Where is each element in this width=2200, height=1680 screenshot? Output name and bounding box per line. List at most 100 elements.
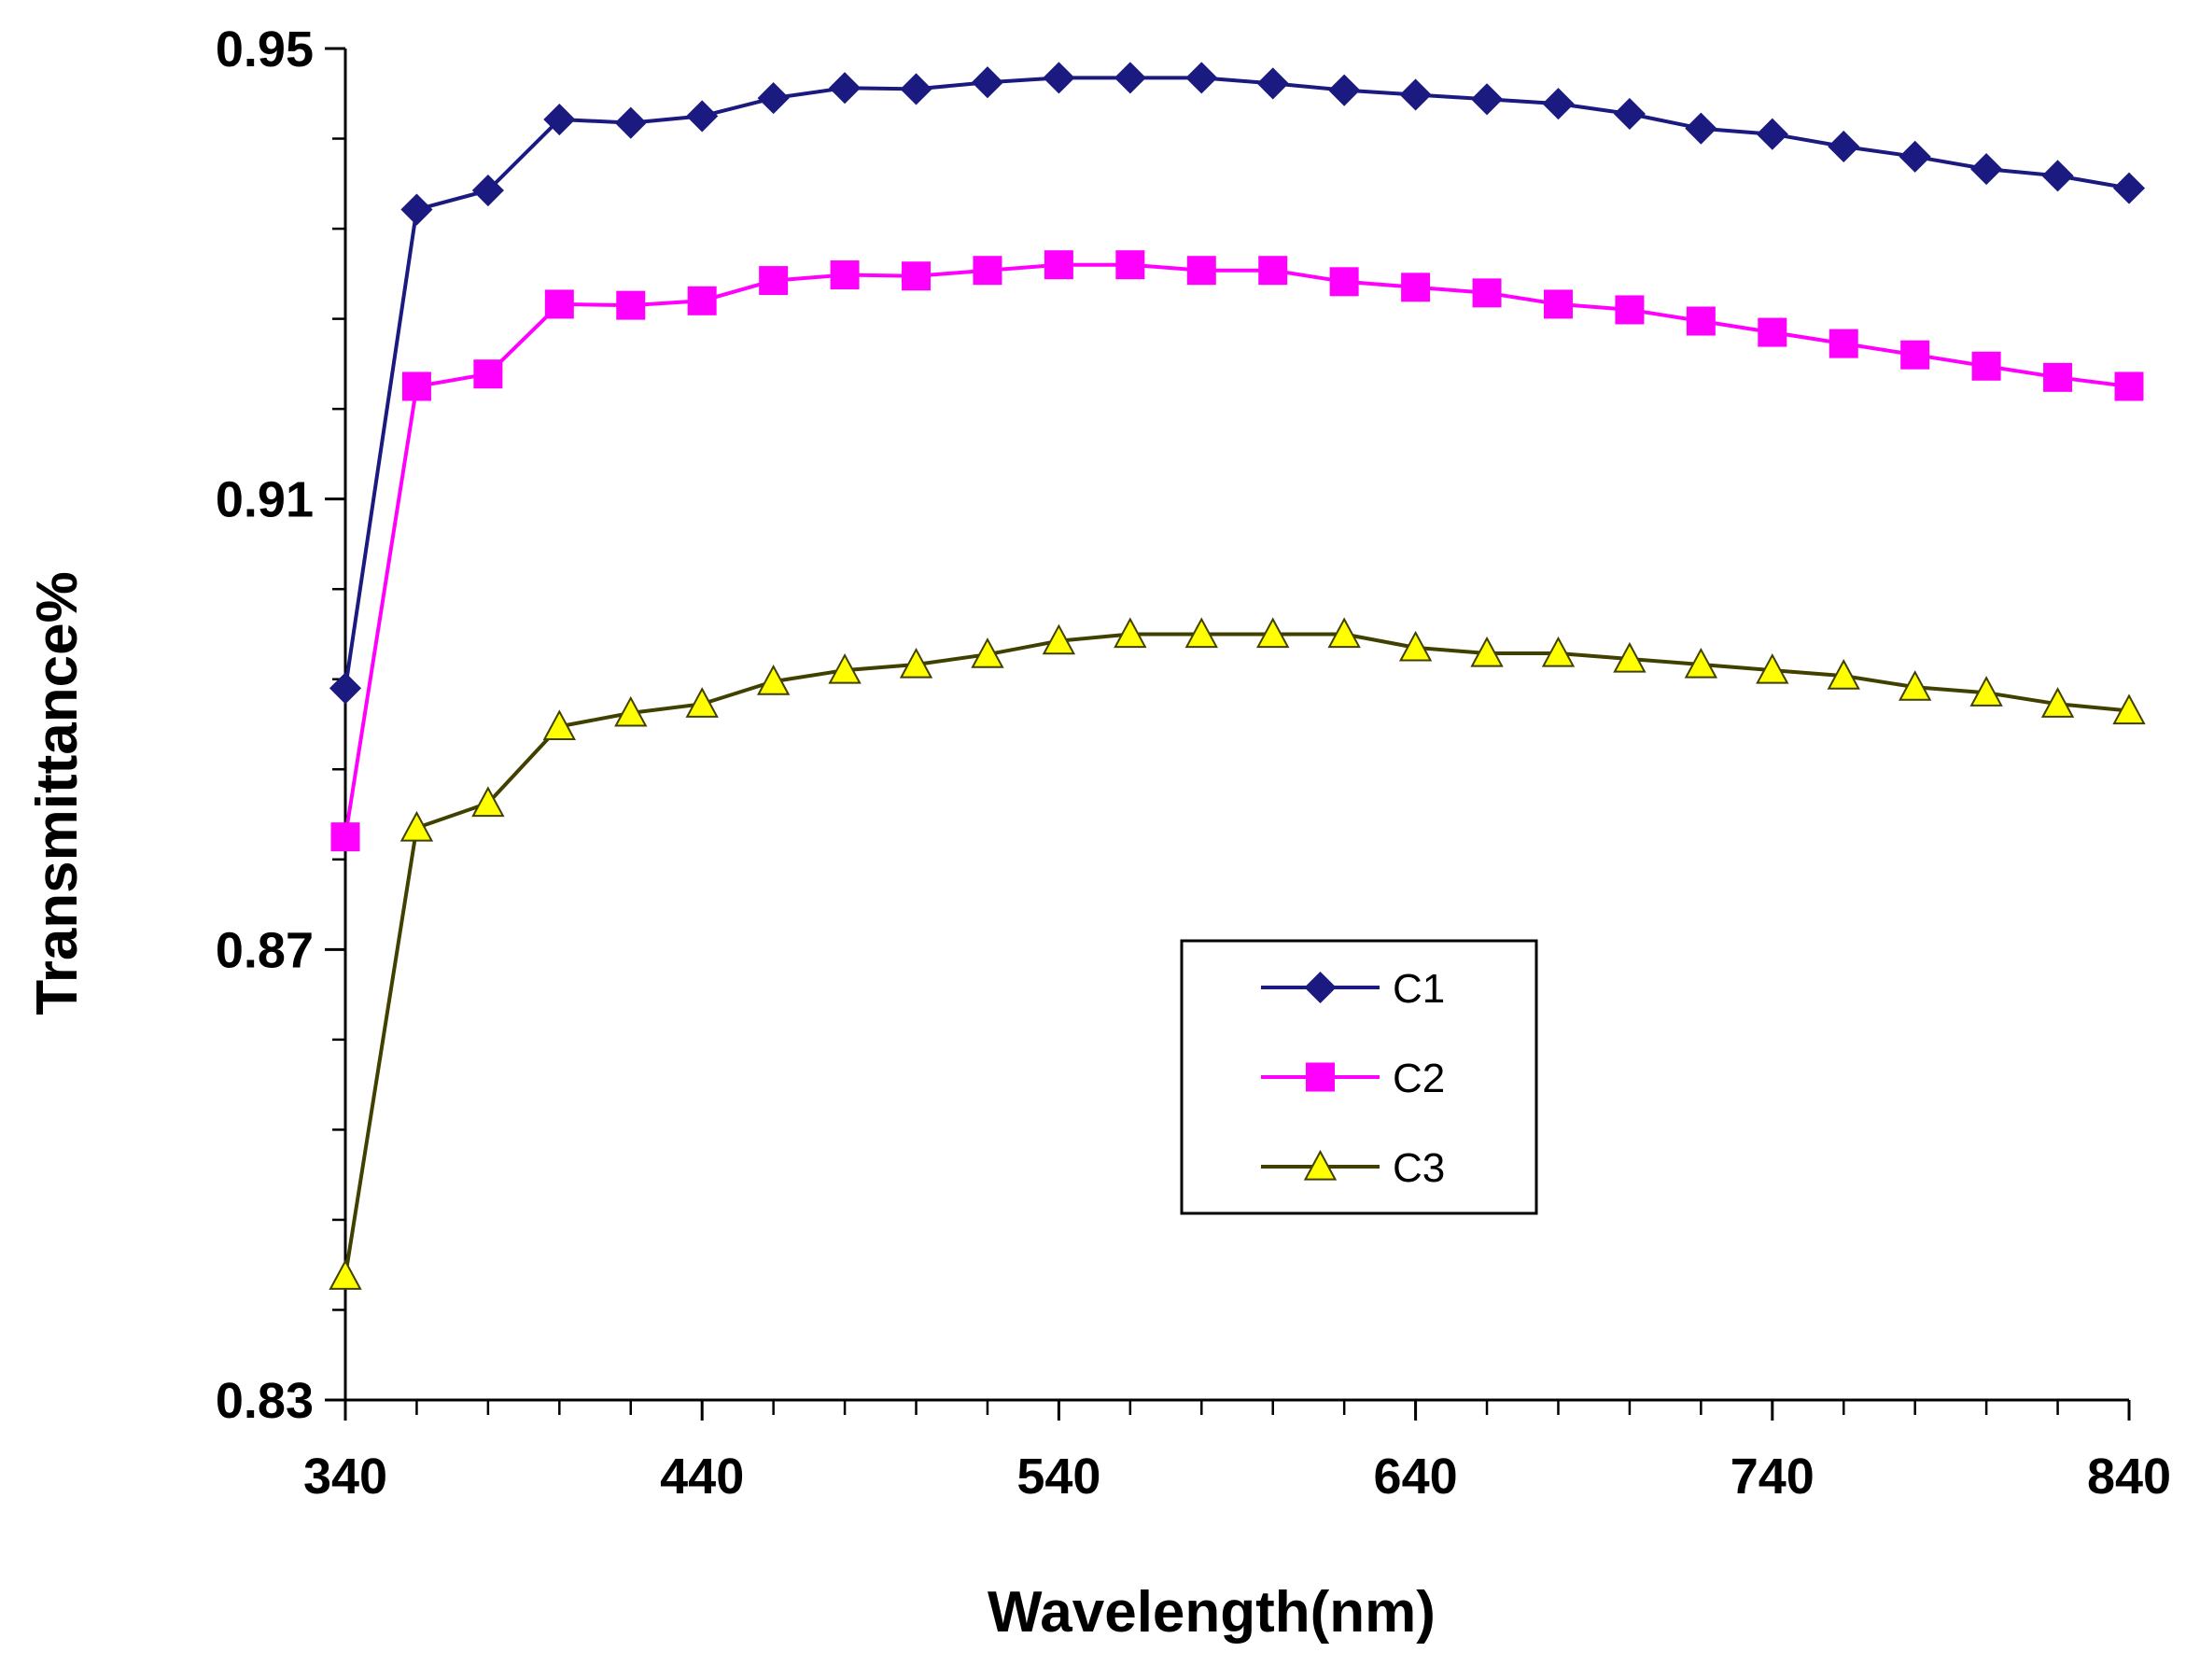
data-point-c3 <box>899 647 933 679</box>
data-point-c1 <box>1542 88 1575 120</box>
data-point-c1 <box>900 73 932 105</box>
data-point-c2 <box>2043 362 2073 392</box>
data-point-c3 <box>828 652 862 684</box>
data-point-c2 <box>1543 289 1573 319</box>
x-tick-label: 340 <box>303 1449 387 1505</box>
data-point-c2 <box>1829 329 1858 358</box>
data-point-c3 <box>756 665 791 695</box>
data-point-c2 <box>2114 371 2144 401</box>
data-point-c3 <box>1899 670 1932 701</box>
data-point-c3 <box>1756 652 1789 684</box>
data-point-c1 <box>1970 153 2003 186</box>
data-point-c2 <box>544 289 574 319</box>
data-point-c3 <box>329 1259 362 1290</box>
axes: 0.83 0.87 0.91 0.95 340 440 540 640 740 840 <box>216 21 2171 1505</box>
data-point-c1 <box>1256 67 1289 100</box>
data-point-c1 <box>1613 97 1646 131</box>
x-tick-label: 540 <box>1016 1449 1100 1505</box>
data-point-c3 <box>1327 617 1361 649</box>
x-tick-label: 440 <box>660 1449 744 1505</box>
y-tick-label: 0.91 <box>216 472 314 528</box>
data-point-c3 <box>971 637 1004 668</box>
legend-marker-c3 <box>1303 1149 1338 1181</box>
series-c3 <box>329 617 2146 1290</box>
data-point-c2 <box>1401 273 1431 302</box>
data-point-c1 <box>1114 62 1146 94</box>
data-point-c2 <box>1686 306 1716 336</box>
legend-label-c2: C2 <box>1393 1056 1445 1101</box>
data-point-c2 <box>473 359 503 389</box>
data-point-c3 <box>542 709 576 741</box>
data-point-c3 <box>1256 617 1290 649</box>
data-point-c3 <box>2112 693 2146 725</box>
legend: C1 C2 C3 <box>1180 939 1538 1215</box>
data-point-c1 <box>1685 112 1717 145</box>
x-tick-label: 640 <box>1374 1449 1458 1505</box>
data-point-c1 <box>543 103 576 136</box>
data-point-c2 <box>973 256 1002 286</box>
data-point-c3 <box>1969 676 2003 707</box>
data-point-c3 <box>1042 623 1076 655</box>
legend-marker-c2 <box>1306 1062 1335 1092</box>
data-point-c1 <box>1470 83 1504 116</box>
data-point-c3 <box>399 810 434 842</box>
data-point-c2 <box>616 290 646 320</box>
data-point-c2 <box>759 266 789 296</box>
data-point-c3 <box>1541 636 1576 667</box>
data-point-c1 <box>971 66 1004 99</box>
legend-marker-c1 <box>1304 971 1337 1004</box>
series-layer <box>329 62 2146 1290</box>
data-point-c1 <box>329 672 362 705</box>
data-point-c3 <box>471 786 505 818</box>
data-point-c1 <box>1043 62 1075 94</box>
data-point-c2 <box>1971 351 2001 381</box>
data-point-c3 <box>1613 641 1646 673</box>
data-point-c3 <box>685 687 719 718</box>
data-point-c3 <box>1684 647 1718 679</box>
data-point-c2 <box>1044 250 1073 280</box>
data-point-c1 <box>1185 62 1218 94</box>
data-point-c3 <box>1114 617 1147 649</box>
y-tick-label: 0.83 <box>216 1373 314 1429</box>
legend-label-c3: C3 <box>1393 1145 1445 1191</box>
data-point-c2 <box>902 261 932 291</box>
data-point-c3 <box>1470 636 1504 667</box>
data-point-c1 <box>614 106 647 139</box>
series-c1 <box>329 62 2146 705</box>
x-tick-label: 840 <box>2087 1449 2171 1505</box>
series-line-c2 <box>343 262 2130 838</box>
data-point-c1 <box>1828 130 1860 163</box>
data-point-c3 <box>1398 630 1433 662</box>
data-point-c2 <box>687 286 717 315</box>
series-c2 <box>330 250 2144 852</box>
data-point-c3 <box>1184 617 1218 649</box>
data-point-c3 <box>614 695 648 727</box>
y-tick-label: 0.95 <box>216 21 314 77</box>
data-point-c2 <box>1115 250 1145 280</box>
data-point-c1 <box>1328 74 1361 106</box>
data-point-c2 <box>1186 256 1216 286</box>
data-point-c1 <box>1399 78 1432 111</box>
data-point-c1 <box>686 100 719 133</box>
x-tick-label: 740 <box>1731 1449 1815 1505</box>
data-point-c2 <box>830 260 860 290</box>
series-line-c3 <box>343 632 2130 1277</box>
data-point-c1 <box>400 193 433 226</box>
data-point-c1 <box>1899 140 1931 173</box>
data-point-c2 <box>1329 267 1359 297</box>
data-point-c2 <box>1258 256 1288 286</box>
data-point-c2 <box>1900 340 1930 370</box>
data-point-c1 <box>757 82 790 115</box>
data-point-c2 <box>330 822 360 852</box>
data-point-c2 <box>1758 317 1787 347</box>
data-point-c1 <box>2041 160 2074 192</box>
y-tick-label: 0.87 <box>216 922 314 978</box>
series-line-c1 <box>343 76 2130 689</box>
data-point-c2 <box>401 371 431 401</box>
data-point-c1 <box>471 174 504 207</box>
data-point-c1 <box>829 72 862 105</box>
x-axis-title: Wavelength(nm) <box>988 1580 1436 1645</box>
data-point-c1 <box>2112 172 2146 204</box>
data-point-c1 <box>1756 118 1788 150</box>
